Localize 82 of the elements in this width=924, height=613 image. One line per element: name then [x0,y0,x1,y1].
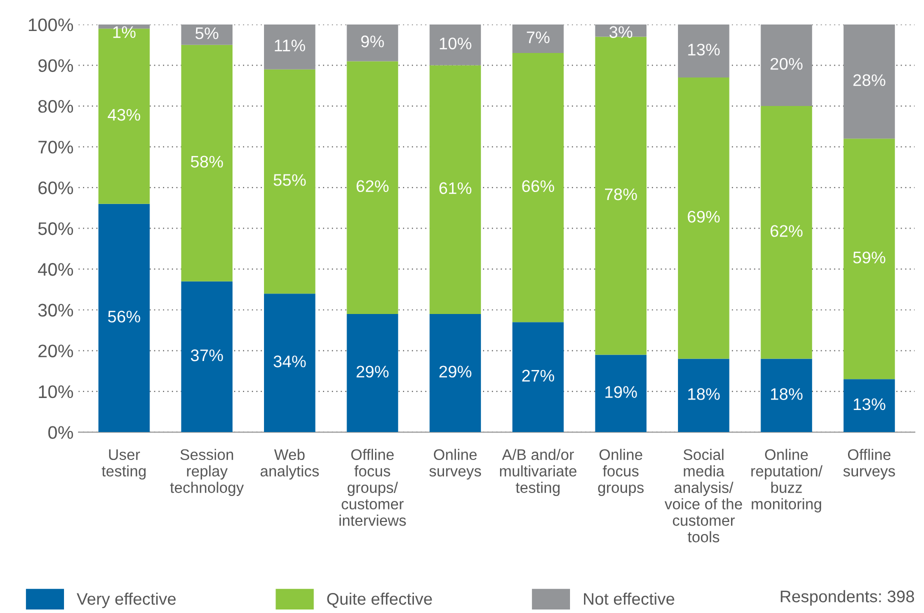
bar [760,358,812,432]
bar [512,322,564,432]
data-label: 28% [853,74,886,86]
data-label: 19% [605,386,637,398]
data-label: 29% [356,366,389,378]
bar [760,24,812,106]
bar [678,358,730,432]
x-tick-label: Social media analysis/ voice of the customer tools [664,448,742,542]
x-tick-label: Online focus groups [598,448,644,496]
data-label: 18% [688,388,720,400]
data-label: 62% [356,180,389,192]
y-tick-label: 80% [38,100,74,113]
legend-label: Quite effective [327,592,432,608]
bar [264,294,316,432]
data-label: 20% [770,58,803,70]
data-label: 58% [190,156,223,168]
data-label: 43% [108,108,140,121]
x-tick-label: Online reputation/ buzz monitoring [751,448,823,512]
data-label: 29% [439,366,472,378]
data-label: 7% [526,32,550,44]
bar [844,379,895,432]
x-tick-label: Session replay technology [170,448,244,496]
data-label: 13% [854,398,886,410]
y-tick-label: 90% [38,59,74,72]
bar [181,281,233,432]
bar [430,65,481,314]
bar [264,24,316,70]
bar [430,24,481,66]
y-tick-label: 40% [38,263,74,276]
bar [512,24,564,54]
bar [346,314,398,432]
legend-label: Very effective [76,592,176,608]
data-label: 3% [609,26,632,38]
data-label: 37% [190,349,223,362]
bar [264,69,316,294]
bar [595,354,647,432]
y-tick-label: 10% [38,385,74,398]
data-label: 34% [274,356,306,368]
y-tick-label: 70% [38,140,74,154]
data-label: 9% [361,36,384,48]
data-label: 1% [113,26,136,38]
y-tick-label: 100% [28,18,74,32]
text: Respondents: 398 [780,590,914,606]
data-label: 62% [770,225,803,237]
data-label: 66% [522,180,554,192]
bar [678,24,730,78]
bar [181,24,233,45]
data-label: 59% [853,252,886,264]
data-label: 55% [274,174,306,186]
data-label: 11% [274,40,306,52]
y-tick-label: 0% [48,426,74,439]
legend-label: Not effective [584,592,674,605]
bar [760,106,812,359]
bar [844,24,895,139]
bar [595,36,647,355]
data-label: 61% [439,182,472,194]
data-label: 56% [108,310,140,322]
bar [512,53,564,322]
data-label: 18% [771,388,803,400]
y-tick-label: 60% [38,182,74,194]
bar [346,24,398,62]
bar [844,138,895,380]
x-tick-label: A/B and/or multivariate testing [500,448,576,496]
x-tick-label: Web analytics [260,448,319,480]
x-tick-label: Online surveys [429,448,482,480]
bar [430,314,481,432]
bar [181,44,233,282]
bar [678,78,730,359]
y-tick-label: 30% [38,304,74,317]
data-label: 78% [605,188,637,200]
data-label: 13% [688,44,720,56]
bar [98,204,150,432]
x-tick-label: Offline focus groups/ customer interviews [340,448,406,526]
y-tick-label: 20% [38,344,74,358]
data-label: 69% [688,210,720,223]
x-tick-label: User testing [102,449,146,480]
data-label: 5% [195,27,218,40]
data-label: 10% [440,38,472,50]
y-tick-label: 50% [38,222,74,236]
x-tick-label: Offline surveys [843,448,895,480]
bar [346,61,398,314]
data-label: 27% [522,370,554,382]
